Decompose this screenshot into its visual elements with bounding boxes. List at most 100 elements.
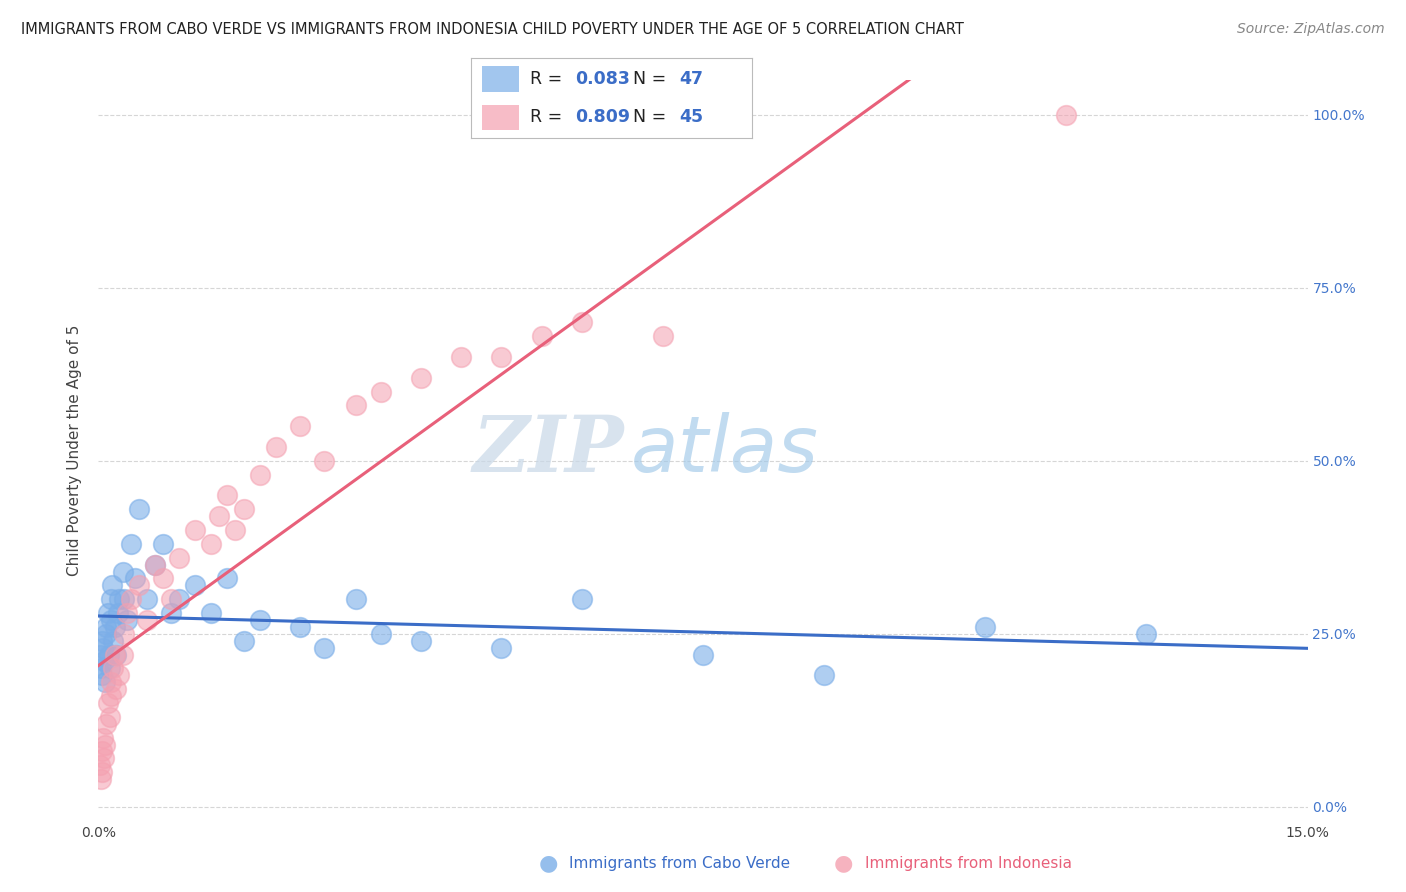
Text: N =: N = <box>633 70 672 87</box>
Point <box>288 620 311 634</box>
Point <box>108 592 131 607</box>
Point <box>160 606 183 620</box>
Point <box>90 772 112 786</box>
Point <box>103 620 125 634</box>
Point <box>1054 108 1077 122</box>
Point <box>571 592 593 607</box>
Point <box>89 648 111 662</box>
Text: 0.809: 0.809 <box>575 109 630 127</box>
Point <box>90 744 112 758</box>
Point <box>90 633 112 648</box>
Point <box>450 350 472 364</box>
Text: ●: ● <box>834 854 853 873</box>
Point <box>184 523 207 537</box>
Point <box>370 384 392 399</box>
Point <box>101 633 124 648</box>
Point <box>217 572 239 586</box>
Text: R =: R = <box>530 70 568 87</box>
Text: ●: ● <box>538 854 558 873</box>
Point <box>232 502 254 516</box>
Text: atlas: atlas <box>630 412 818 489</box>
Point <box>115 606 138 620</box>
Point <box>314 454 336 468</box>
Point <box>91 765 114 780</box>
Point <box>111 648 134 662</box>
Point <box>264 440 287 454</box>
Bar <box>482 104 519 130</box>
Point <box>530 329 553 343</box>
Point <box>651 329 673 343</box>
Point <box>184 578 207 592</box>
Point <box>128 502 150 516</box>
Y-axis label: Child Poverty Under the Age of 5: Child Poverty Under the Age of 5 <box>67 325 83 576</box>
Point <box>491 350 513 364</box>
Point <box>100 675 122 690</box>
Text: 45: 45 <box>679 109 703 127</box>
Point <box>491 640 513 655</box>
Text: Immigrants from Indonesia: Immigrants from Indonesia <box>865 856 1071 871</box>
Point <box>974 620 997 634</box>
Text: Source: ZipAtlas.com: Source: ZipAtlas.com <box>1237 22 1385 37</box>
Text: Immigrants from Cabo Verde: Immigrants from Cabo Verde <box>569 856 790 871</box>
Point <box>98 710 121 724</box>
Point <box>97 648 120 662</box>
Point <box>167 592 190 607</box>
Point <box>90 661 112 675</box>
Point <box>93 751 115 765</box>
Text: R =: R = <box>530 109 568 127</box>
Point <box>91 731 114 745</box>
Bar <box>482 66 519 92</box>
Point <box>107 668 129 682</box>
Point <box>91 668 114 682</box>
Point <box>105 682 128 697</box>
Point <box>94 675 117 690</box>
Point <box>100 689 122 703</box>
Text: IMMIGRANTS FROM CABO VERDE VS IMMIGRANTS FROM INDONESIA CHILD POVERTY UNDER THE : IMMIGRANTS FROM CABO VERDE VS IMMIGRANTS… <box>21 22 965 37</box>
Point <box>120 592 142 607</box>
Point <box>813 668 835 682</box>
Point <box>344 592 367 607</box>
Point <box>135 613 157 627</box>
Point <box>112 627 135 641</box>
Point <box>93 655 115 669</box>
Point <box>94 627 117 641</box>
Point <box>96 620 118 634</box>
Point <box>143 558 166 572</box>
Point <box>370 627 392 641</box>
Point <box>101 661 124 675</box>
Point <box>98 661 121 675</box>
Point <box>692 648 714 662</box>
Point <box>115 613 138 627</box>
Point <box>217 488 239 502</box>
Point <box>1135 627 1157 641</box>
Text: 47: 47 <box>679 70 703 87</box>
Point <box>107 606 129 620</box>
Point <box>105 648 128 662</box>
Point <box>200 606 222 620</box>
Point <box>120 537 142 551</box>
Point <box>409 371 432 385</box>
Point <box>232 633 254 648</box>
Point <box>160 592 183 607</box>
Point <box>96 716 118 731</box>
Point <box>101 578 124 592</box>
Text: 0.083: 0.083 <box>575 70 630 87</box>
Point <box>224 523 246 537</box>
Point <box>100 613 122 627</box>
Point <box>249 613 271 627</box>
Point <box>97 696 120 710</box>
Text: ZIP: ZIP <box>472 412 624 489</box>
Point <box>100 592 122 607</box>
Point <box>314 640 336 655</box>
Point <box>409 633 432 648</box>
Point <box>94 738 117 752</box>
Text: N =: N = <box>633 109 672 127</box>
Point <box>124 572 146 586</box>
Point <box>152 537 174 551</box>
Point <box>97 606 120 620</box>
Point <box>344 399 367 413</box>
Point <box>249 467 271 482</box>
Point <box>200 537 222 551</box>
Point <box>111 565 134 579</box>
Point <box>208 509 231 524</box>
